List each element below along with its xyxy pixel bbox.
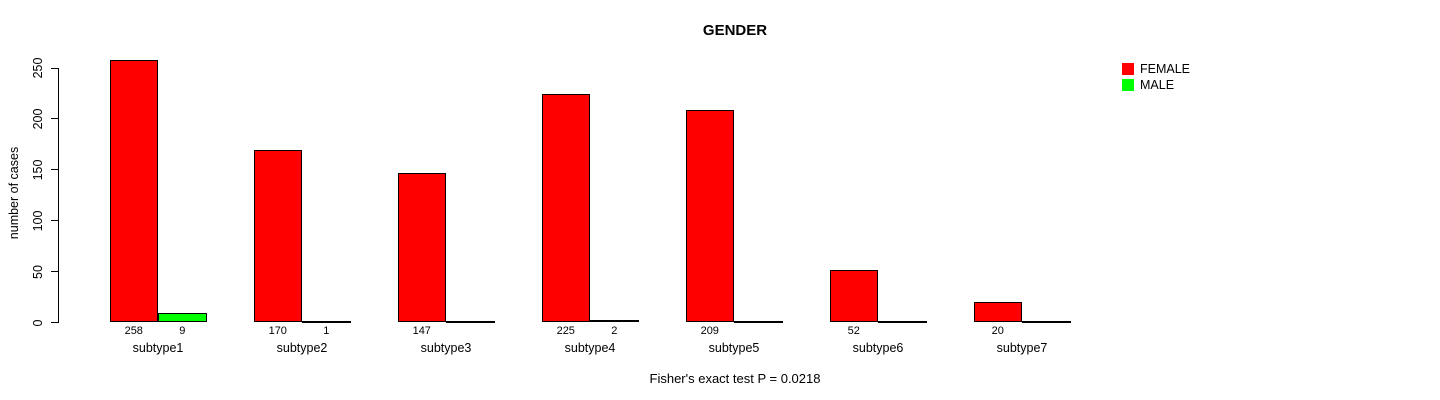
- category-label-subtype4: subtype4: [564, 341, 616, 355]
- bar-female-subtype7: [973, 302, 1022, 323]
- legend-label-male: MALE: [1140, 78, 1175, 92]
- y-tick: [51, 67, 59, 69]
- bar-value-female-subtype5: 209: [700, 325, 719, 337]
- legend-swatch-female: [1122, 63, 1134, 75]
- y-axis-label: number of cases: [7, 146, 21, 240]
- y-tick-label: 50: [31, 264, 45, 279]
- bar-female-subtype5: [685, 109, 734, 323]
- y-tick: [51, 118, 59, 120]
- y-tick: [51, 220, 59, 222]
- category-label-subtype3: subtype3: [420, 341, 472, 355]
- category-label-subtype5: subtype5: [708, 341, 760, 355]
- category-label-subtype1: subtype1: [132, 341, 184, 355]
- bar-male-subtype1: [158, 313, 207, 323]
- bar-male-subtype3: [446, 320, 495, 323]
- legend: FEMALE MALE: [1122, 62, 1190, 92]
- bar-female-subtype2: [253, 149, 302, 323]
- y-tick-label: 100: [31, 210, 45, 232]
- category-label-subtype7: subtype7: [996, 341, 1048, 355]
- bar-value-male-subtype1: 9: [179, 325, 186, 337]
- y-tick: [51, 169, 59, 171]
- bar-male-subtype2: [302, 320, 351, 323]
- bar-value-female-subtype3: 147: [412, 325, 431, 337]
- legend-swatch-male: [1122, 79, 1134, 91]
- legend-item-female: FEMALE: [1122, 62, 1190, 76]
- fisher-test-annotation: Fisher's exact test P = 0.0218: [649, 371, 821, 386]
- bar-value-female-subtype6: 52: [847, 325, 860, 337]
- bar-male-subtype5: [734, 320, 783, 323]
- bar-female-subtype1: [109, 59, 158, 323]
- bar-value-male-subtype4: 2: [611, 325, 618, 337]
- y-tick-label: 150: [31, 159, 45, 181]
- legend-item-male: MALE: [1122, 78, 1190, 92]
- bar-female-subtype3: [397, 172, 446, 323]
- y-tick-label: 0: [31, 319, 45, 326]
- bar-male-subtype4: [590, 320, 639, 323]
- y-tick-label: 250: [31, 57, 45, 79]
- bar-female-subtype4: [541, 93, 590, 323]
- y-tick: [51, 271, 59, 273]
- category-label-subtype6: subtype6: [852, 341, 904, 355]
- bar-value-female-subtype2: 170: [268, 325, 287, 337]
- bar-male-subtype7: [1022, 320, 1071, 323]
- y-tick-label: 200: [31, 108, 45, 130]
- y-axis: [57, 68, 59, 323]
- bar-value-male-subtype2: 1: [323, 325, 330, 337]
- bar-value-female-subtype4: 225: [556, 325, 575, 337]
- bar-value-female-subtype7: 20: [991, 325, 1004, 337]
- bar-female-subtype6: [829, 269, 878, 323]
- bar-male-subtype6: [878, 320, 927, 323]
- y-tick: [51, 322, 59, 323]
- chart-title: GENDER: [702, 22, 768, 39]
- category-label-subtype2: subtype2: [276, 341, 328, 355]
- legend-label-female: FEMALE: [1140, 62, 1191, 76]
- bar-value-female-subtype1: 258: [124, 325, 143, 337]
